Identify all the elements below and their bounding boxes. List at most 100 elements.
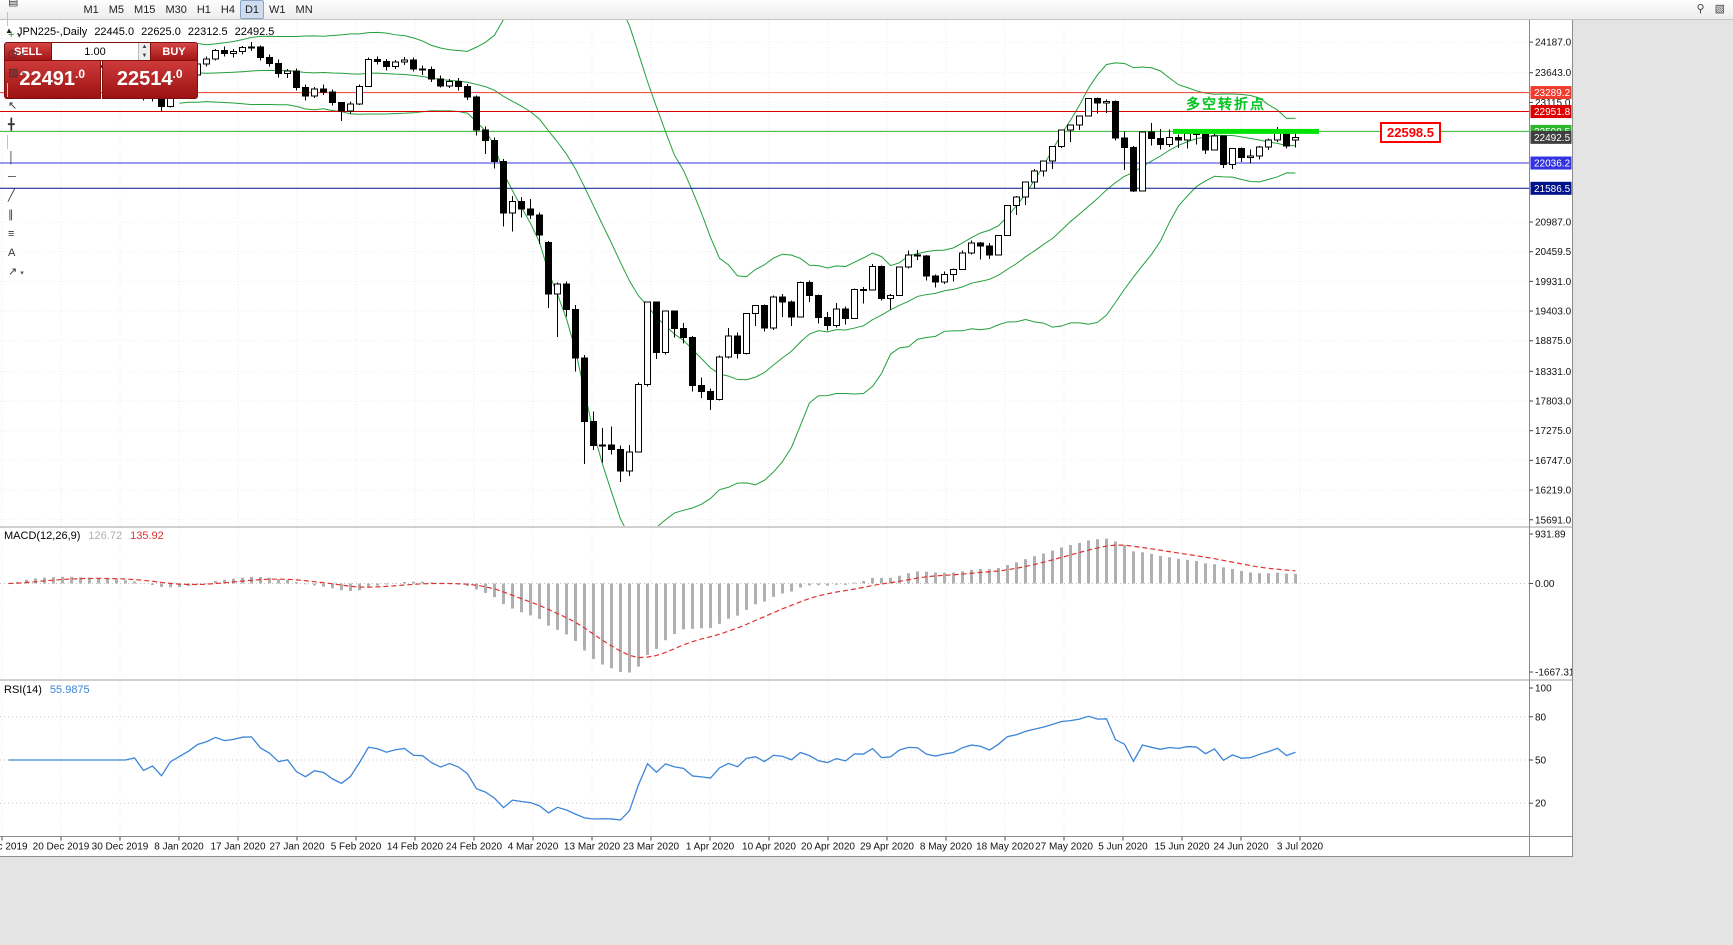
bollinger-lo-band (179, 101, 1296, 526)
volume-input[interactable] (52, 43, 138, 60)
timeframe-w1-button[interactable]: W1 (269, 3, 286, 16)
one-click-trading-panel: SELL ▲ ▼ BUY 22491 .0 22514 .0 (4, 42, 198, 99)
vertical-line-icon: │ (8, 152, 15, 164)
candle-body (392, 61, 399, 68)
candle-body (698, 384, 705, 393)
timeframe-d1-button[interactable]: D1 (239, 0, 265, 19)
one-click-collapse-icon[interactable]: ▲ (5, 26, 13, 35)
candle-body (212, 49, 219, 60)
palette-button[interactable]: ▧ (1710, 0, 1730, 19)
timeframe-h4-button[interactable]: H4 (220, 3, 235, 16)
candle-body (374, 58, 381, 63)
palette-icon: ▧ (1714, 3, 1725, 15)
periods-button[interactable]: ◷ ▾ (3, 45, 68, 64)
time-tick-label: 5 Jun 2020 (1098, 842, 1148, 853)
candle-body (680, 328, 687, 339)
cursor-icon: ↖ (8, 100, 18, 112)
candle-body (590, 420, 597, 447)
search-button[interactable]: ⚲ (1692, 0, 1710, 19)
mdi-workspace: 24187.0 23643.0 23115.0 20987.0 20459.5 19931… (0, 20, 1733, 945)
fibonacci-button[interactable]: ≡ (3, 225, 68, 244)
vertical-line-button[interactable]: │ (3, 149, 68, 168)
price-tick-label: 23115.0 (1535, 98, 1571, 109)
timeframe-m30-button[interactable]: M30 (165, 3, 187, 16)
candle-body (1103, 101, 1110, 104)
candle-body (518, 201, 525, 210)
price-axis[interactable]: 24187.0 23643.0 23115.0 20987.0 20459.5 19931… (1529, 38, 1573, 810)
candle-body (662, 310, 669, 353)
trendline-button[interactable]: ╱ (3, 187, 68, 206)
candle-body (608, 444, 615, 451)
volume-up-button[interactable]: ▲ (139, 43, 150, 52)
timeframe-h1-button[interactable]: H1 (196, 3, 211, 16)
candle-body (932, 275, 939, 283)
candle-body (1175, 137, 1182, 141)
indicators-icon: + (8, 29, 15, 41)
sell-price-button[interactable]: 22491 .0 (4, 61, 101, 99)
indicators-caret-icon: ▾ (17, 32, 21, 40)
candle-body (1130, 147, 1137, 192)
price-callout-label[interactable]: 22598.5 (1380, 122, 1441, 143)
candle-body (1085, 98, 1092, 117)
buy-button[interactable]: BUY (150, 42, 198, 61)
candle-body (797, 282, 804, 318)
arrows-button[interactable]: ↗ ▾ (3, 263, 68, 282)
bollinger-up-band (179, 20, 1296, 278)
tile-windows-button[interactable]: ▤ (3, 0, 68, 12)
price-tick-label: 20459.5 (1535, 247, 1572, 258)
arrows-icon: ↗ (8, 266, 18, 278)
crosshair-button[interactable]: ╋ (3, 116, 68, 135)
candle-body (860, 288, 867, 291)
pivot-thick-line[interactable] (1173, 128, 1319, 134)
price-tick-label: 18875.0 (1535, 336, 1572, 347)
time-tick-label: 17 Jan 2020 (210, 842, 265, 853)
price-tick-label: 19931.0 (1535, 277, 1572, 288)
candle-body (653, 301, 660, 353)
candle-body (761, 305, 768, 329)
channel-button[interactable]: ∥ (3, 206, 68, 225)
volume-down-button[interactable]: ▼ (139, 51, 150, 60)
toolbar-main-group: ▦▣+新订单◆◉◎▶自动交易∥▮╱⊕⊖▤+▾◷▾▨▾↖╋│─╱∥≡A↗▾ (3, 0, 68, 282)
candle-body (284, 70, 291, 74)
periods-caret-icon: ▾ (20, 51, 25, 59)
candle-body (986, 245, 993, 256)
candle-body (1184, 133, 1191, 141)
macd-tick-label: -1667.31 (1535, 668, 1572, 679)
indicators-button[interactable]: + ▾ (3, 26, 68, 45)
time-tick-label: 27 Jan 2020 (269, 842, 324, 853)
timeframe-m1-button[interactable]: M1 (83, 3, 99, 16)
candle-body (221, 49, 228, 55)
time-tick-label: 29 Apr 2020 (860, 842, 914, 853)
candle-body (950, 269, 957, 276)
toolbar: ▦▣+新订单◆◉◎▶自动交易∥▮╱⊕⊖▤+▾◷▾▨▾↖╋│─╱∥≡A↗▾ M1M… (0, 0, 1733, 278)
text-button[interactable]: A (3, 244, 68, 263)
timeframe-m5-button[interactable]: M5 (108, 3, 125, 16)
toolbar-separator (7, 12, 8, 26)
price-axis-badge (1530, 105, 1572, 119)
horizontal-line-button[interactable]: ─ (3, 168, 68, 187)
timeframe-m15-button[interactable]: M15 (134, 3, 156, 16)
candle-body (1040, 160, 1047, 172)
sell-button[interactable]: SELL (4, 42, 52, 61)
candle-body (320, 88, 327, 93)
templates-button[interactable]: ▨ ▾ (3, 64, 68, 83)
timeframe-mn-button[interactable]: MN (295, 3, 313, 16)
candle-body (743, 312, 750, 354)
buy-price-frac: .0 (172, 67, 183, 81)
rsi-line (8, 715, 1296, 821)
candle-body (1094, 98, 1101, 104)
time-tick-label: 15 Jun 2020 (1154, 842, 1209, 853)
cursor-button[interactable]: ↖ (3, 97, 68, 116)
candle-body (842, 308, 849, 320)
time-tick-label: 20 Dec 2019 (33, 842, 90, 853)
time-tick-label: 1 Dec 2019 (0, 842, 28, 853)
pivot-annotation-text[interactable]: 多空转折点 (1186, 96, 1266, 112)
candle-body (473, 96, 480, 131)
buy-price-button[interactable]: 22514 .0 (101, 61, 198, 99)
candle-body (1031, 170, 1038, 183)
candle-body (527, 208, 534, 216)
macd-title: MACD(12,26,9) (4, 530, 81, 542)
candle-body (1238, 148, 1245, 159)
candle-body (464, 85, 471, 98)
